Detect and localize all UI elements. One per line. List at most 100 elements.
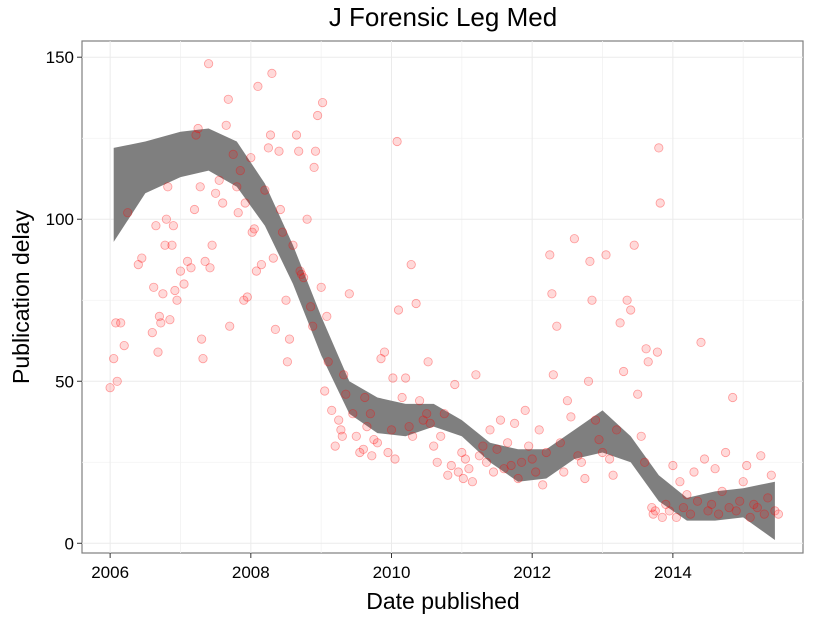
scatter-point <box>153 347 163 357</box>
scatter-point <box>360 392 370 403</box>
scatter-point <box>200 256 210 266</box>
scatter-point <box>423 357 433 367</box>
axes: 2006 2008 2010 2012 2014 0 50 100 150 <box>46 48 692 582</box>
scatter-point <box>308 321 318 331</box>
scatter-point <box>749 499 759 509</box>
scatter-point <box>191 130 201 140</box>
scatter-point <box>281 295 291 305</box>
scatter-point <box>650 506 660 516</box>
y-axis-title: Publication delay <box>8 210 34 384</box>
scatter-point <box>742 460 752 471</box>
scatter-point <box>541 447 551 458</box>
x-tick-label: 2010 <box>373 563 411 582</box>
scatter-point <box>223 94 233 104</box>
scatter-point <box>218 198 228 208</box>
scatter-point <box>372 438 382 448</box>
scatter-point <box>388 373 398 383</box>
scatter-point <box>221 120 231 130</box>
scatter-point <box>668 460 678 471</box>
scatter-point <box>629 240 639 250</box>
scatter-point <box>407 431 418 441</box>
scatter-point <box>675 477 685 487</box>
scatter-point <box>531 467 541 477</box>
scatter-point <box>204 59 214 69</box>
scatter-point <box>566 412 576 422</box>
scatter-point <box>109 353 119 364</box>
scatter-point <box>355 447 365 458</box>
scatter-point <box>312 110 323 121</box>
scatter-point <box>499 464 509 474</box>
scatter-point <box>323 357 333 367</box>
scatter-point <box>411 298 421 309</box>
scatter-point <box>457 447 467 458</box>
scatter-point <box>282 357 292 367</box>
scatter-point <box>547 289 557 299</box>
scatter-point <box>112 376 122 386</box>
scatter-point <box>548 370 558 380</box>
scatter-point <box>270 324 280 334</box>
scatter-point <box>583 376 594 386</box>
scatter-point <box>713 509 724 519</box>
scatter-point <box>513 473 523 484</box>
scatter-point <box>692 496 703 506</box>
scatter-point <box>214 175 224 185</box>
scatter-point <box>766 470 776 480</box>
scatter-point <box>425 418 435 428</box>
scatter-point <box>682 490 692 500</box>
scatter-point <box>400 373 411 383</box>
scatter-point <box>756 451 766 461</box>
scatter-point <box>587 295 597 305</box>
scatter-point <box>745 512 755 523</box>
scatter-point <box>636 431 646 441</box>
scatter-point <box>604 454 615 464</box>
scatter-point <box>277 227 288 237</box>
scatter-point <box>365 409 375 419</box>
scatter-point <box>699 454 710 464</box>
scatter-point <box>654 143 664 153</box>
x-tick-label: 2006 <box>91 563 129 582</box>
scatter-point <box>160 240 170 250</box>
scatter-point <box>685 509 696 519</box>
scatter-point <box>611 425 622 435</box>
scatter-point <box>436 431 446 441</box>
scatter-point <box>520 405 530 415</box>
scatter-point <box>524 441 534 451</box>
scatter-point <box>302 214 312 224</box>
scatter-point <box>189 204 200 215</box>
scatter-point <box>458 473 468 484</box>
scatter-point <box>175 266 186 276</box>
scatter-point <box>585 256 595 266</box>
scatter-point <box>633 389 643 399</box>
scatter-point <box>509 418 520 428</box>
scatter-point <box>488 467 499 477</box>
scatter-point <box>652 347 663 357</box>
scatter-point <box>247 227 257 237</box>
scatter-point <box>485 425 495 435</box>
scatter-point <box>284 334 295 344</box>
scatter-point <box>193 123 203 134</box>
chart-title: J Forensic Leg Med <box>329 2 557 32</box>
scatter-point <box>464 464 474 474</box>
scatter-point <box>337 431 347 441</box>
scatter-point <box>161 214 171 224</box>
scatter-point <box>471 370 481 380</box>
scatter-point <box>228 149 238 159</box>
scatter-point <box>492 444 502 454</box>
scatter-point <box>339 370 349 380</box>
scatter-point <box>562 396 573 406</box>
scatter-point <box>197 334 207 344</box>
scatter-point <box>386 425 397 435</box>
scatter-point <box>242 292 252 302</box>
scatter-point <box>404 421 414 432</box>
scatter-point <box>246 153 256 163</box>
scatter-point <box>552 321 562 331</box>
scatter-point <box>703 506 713 516</box>
scatter-point <box>296 269 307 279</box>
scatter-point <box>163 182 173 192</box>
scatter-point <box>265 130 276 140</box>
x-tick-label: 2014 <box>654 563 692 582</box>
scatter-point <box>580 473 590 484</box>
scatter-point <box>330 441 340 451</box>
scatter-point <box>735 496 745 506</box>
scatter-point <box>123 208 133 218</box>
